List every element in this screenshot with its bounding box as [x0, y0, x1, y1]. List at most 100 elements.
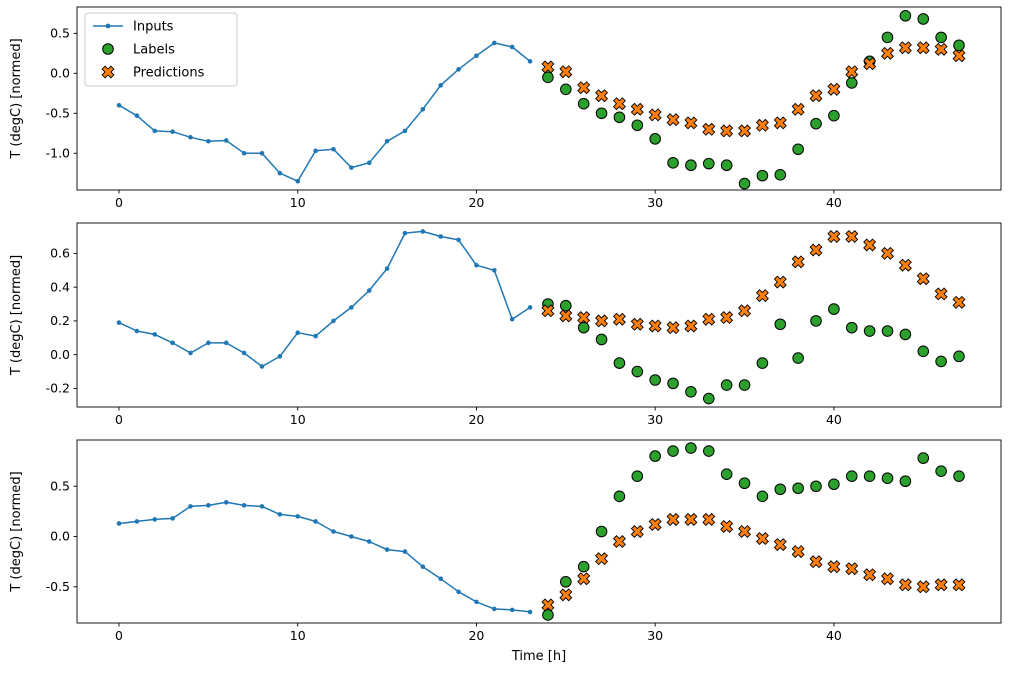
- predictions-point-x-marker: [881, 572, 895, 586]
- predictions-point-x-marker: [666, 113, 680, 127]
- labels-series: [542, 298, 965, 405]
- x-tick-label: 30: [647, 412, 663, 427]
- input-point: [331, 146, 336, 152]
- input-point: [331, 529, 336, 534]
- input-point: [402, 230, 408, 236]
- labels-point-circle-marker: [881, 472, 894, 485]
- predictions-point-x-marker: [612, 97, 626, 111]
- predictions-point-x-marker: [934, 287, 948, 301]
- labels-point-circle-marker: [702, 157, 715, 170]
- input-point: [384, 138, 390, 144]
- input-point: [295, 178, 301, 184]
- x-tick-label: 10: [290, 628, 306, 643]
- labels-point-circle-marker: [917, 345, 930, 358]
- predictions-point-x-marker: [845, 562, 859, 576]
- predictions-point-x-marker: [595, 314, 609, 328]
- input-point: [134, 113, 140, 118]
- labels-point-circle-marker: [631, 365, 644, 378]
- input-point: [366, 160, 372, 166]
- labels-point-circle-marker: [953, 470, 965, 482]
- labels-point-circle-marker: [631, 470, 644, 482]
- labels-point-circle-marker: [935, 355, 947, 368]
- predictions-point-x-marker: [952, 295, 966, 309]
- predictions-point-x-marker: [648, 517, 662, 531]
- predictions-point-x-marker: [684, 512, 698, 526]
- predictions-point-x-marker: [702, 122, 716, 136]
- inputs-line: [118, 230, 531, 368]
- predictions-point-x-marker: [916, 272, 930, 286]
- y-tick-label: 0.5: [50, 26, 70, 41]
- labels-point-circle-marker: [792, 482, 804, 495]
- labels-point-circle-marker: [935, 465, 947, 477]
- input-point: [206, 503, 211, 508]
- labels-point-circle-marker: [702, 445, 715, 457]
- predictions-point-x-marker: [898, 578, 912, 592]
- x-tick-label: 20: [468, 412, 484, 427]
- x-tick-label: 10: [290, 195, 306, 210]
- labels-point-circle-marker: [756, 490, 769, 503]
- y-tick-label: -1.0: [46, 145, 70, 160]
- input-point: [116, 521, 122, 526]
- input-point: [384, 266, 390, 271]
- predictions-point-x-marker: [595, 89, 609, 103]
- predictions-point-x-marker: [720, 311, 734, 325]
- labels-point-circle-marker: [685, 386, 697, 398]
- input-point: [170, 340, 175, 346]
- predictions-point-x-marker: [666, 512, 680, 526]
- labels-point-circle-marker: [720, 159, 733, 172]
- input-point: [438, 576, 444, 582]
- y-tick-label: -0.2: [46, 381, 70, 396]
- predictions-point-x-marker: [845, 65, 859, 79]
- inputs-series: [116, 40, 533, 184]
- input-point: [509, 44, 515, 50]
- labels-point-circle-marker: [863, 470, 876, 482]
- input-point: [259, 504, 265, 509]
- y-tick-label: 0.0: [50, 66, 70, 81]
- input-point: [152, 128, 158, 134]
- input-point: [474, 53, 479, 59]
- labels-point-circle-marker: [720, 379, 733, 391]
- input-point: [313, 148, 318, 154]
- input-point: [188, 134, 193, 140]
- predictions-point-x-marker: [773, 538, 787, 552]
- predictions-point-x-marker: [559, 309, 573, 323]
- input-point: [152, 332, 158, 337]
- input-point: [402, 549, 408, 554]
- predictions-point-x-marker: [827, 229, 841, 244]
- predictions-point-x-marker: [648, 319, 662, 333]
- labels-point-circle-marker: [917, 452, 930, 464]
- labels-point-circle-marker: [613, 357, 626, 369]
- predictions-point-x-marker: [773, 116, 787, 130]
- inputs-line: [118, 42, 531, 182]
- axes-frame: [76, 439, 1002, 624]
- labels-point-circle-marker: [899, 328, 912, 341]
- input-point: [492, 40, 497, 46]
- predictions-point-x-marker: [595, 552, 609, 566]
- predictions-point-x-marker: [863, 57, 877, 71]
- predictions-point-x-marker: [827, 560, 841, 574]
- input-point: [402, 128, 408, 134]
- input-point: [277, 512, 283, 517]
- labels-point-circle-marker: [560, 83, 572, 96]
- input-point: [492, 606, 497, 612]
- labels-point-circle-marker: [917, 13, 930, 25]
- input-point: [366, 288, 372, 293]
- predictions-point-x-marker: [738, 124, 752, 138]
- input-point: [456, 589, 461, 595]
- predictions-point-x-marker: [612, 535, 626, 549]
- predictions-point-x-marker: [702, 312, 716, 326]
- y-axis-label: T (degC) [normed]: [9, 38, 24, 159]
- predictions-point-x-marker: [809, 243, 823, 257]
- labels-point-circle-marker: [935, 31, 947, 44]
- input-point: [206, 138, 211, 144]
- predictions-point-x-marker: [827, 82, 841, 96]
- labels-point-circle-marker: [649, 374, 661, 386]
- labels-point-circle-marker: [720, 468, 733, 480]
- predictions-point-x-marker: [648, 108, 662, 122]
- input-point: [438, 234, 444, 239]
- legend-label-inputs: Inputs: [133, 20, 174, 35]
- input-point: [134, 328, 140, 334]
- labels-point-circle-marker: [845, 321, 858, 334]
- input-point: [331, 318, 336, 324]
